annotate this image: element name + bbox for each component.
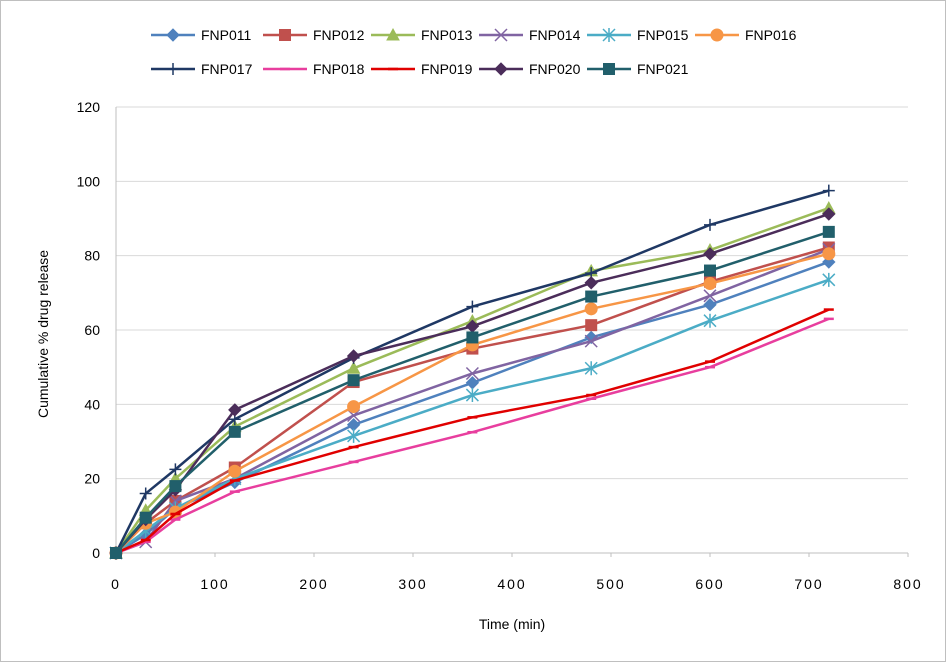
legend-label: FNP013 [421, 27, 473, 43]
x-tick-label: 800 [893, 576, 922, 592]
data-point-square [347, 374, 360, 387]
x-tick-label: 400 [497, 576, 526, 592]
x-axis-title: Time (min) [479, 616, 545, 632]
data-point-star [602, 28, 616, 42]
data-point-square [585, 319, 598, 332]
data-point-diamond [584, 276, 598, 290]
data-point-diamond [166, 28, 180, 42]
data-point-star [703, 313, 717, 328]
y-tick-label: 80 [84, 248, 100, 264]
data-point-diamond [822, 255, 836, 269]
data-point-square [603, 63, 615, 75]
data-point-square [110, 547, 122, 559]
data-point-square [585, 290, 598, 303]
series-fnp021 [110, 225, 835, 559]
data-point-plus [169, 463, 182, 476]
data-point-diamond [494, 62, 508, 76]
data-point-diamond [703, 247, 717, 261]
data-point-square [169, 480, 182, 493]
legend-item-fnp016: FNP016 [695, 27, 797, 43]
legend-label: FNP015 [637, 27, 689, 43]
data-point-plus [466, 300, 479, 313]
legend-label: FNP017 [201, 61, 253, 77]
legend-label: FNP018 [313, 61, 365, 77]
y-tick-label: 20 [84, 471, 100, 487]
data-point-plus [167, 63, 179, 75]
legend-item-fnp015: FNP015 [587, 27, 689, 43]
data-point-circle [822, 247, 836, 261]
series-line [115, 252, 830, 554]
data-point-square [139, 511, 152, 524]
series-fnp016 [109, 247, 836, 560]
data-point-circle [584, 302, 598, 316]
data-point-diamond [346, 349, 361, 363]
y-tick-label: 100 [77, 173, 101, 189]
data-point-plus [704, 218, 716, 231]
legend-item-fnp020: FNP020 [479, 61, 581, 77]
data-point-x [465, 366, 479, 381]
data-point-triangle [386, 27, 400, 41]
series-fnp019 [111, 308, 834, 555]
legend-label: FNP011 [201, 27, 252, 43]
y-tick-label: 60 [84, 322, 100, 338]
x-tick-label: 0 [111, 576, 121, 592]
data-point-x [584, 334, 598, 348]
y-tick-label: 120 [77, 99, 101, 115]
legend-item-fnp012: FNP012 [263, 27, 365, 43]
x-tick-label: 700 [794, 576, 823, 592]
legend-label: FNP021 [637, 61, 689, 77]
data-point-diamond [703, 298, 717, 312]
data-point-diamond [228, 403, 242, 417]
data-point-square [704, 264, 716, 277]
data-point-star [584, 361, 598, 376]
series-group [109, 184, 836, 560]
legend-label: FNP020 [529, 61, 581, 77]
data-point-diamond [822, 207, 836, 221]
data-point-x [494, 28, 508, 42]
legend-item-fnp021: FNP021 [587, 61, 689, 77]
data-point-star [347, 428, 361, 443]
data-point-circle [703, 277, 717, 291]
legend-label: FNP012 [313, 27, 365, 43]
y-tick-label: 40 [84, 396, 100, 412]
data-point-star [822, 272, 836, 287]
legend-item-fnp014: FNP014 [479, 27, 581, 43]
y-tick-label: 0 [92, 545, 100, 561]
x-tick-label: 100 [200, 576, 229, 592]
x-tick-label: 300 [398, 576, 427, 592]
data-point-square [466, 331, 479, 344]
axes: 0 20 40 60 80 100 120 0 100 200 300 400 500 600 700 800 [77, 99, 922, 592]
y-axis-title: Cumulative % drug release [35, 250, 51, 418]
data-point-x [703, 289, 717, 303]
data-point-plus [139, 487, 152, 500]
data-point-star [465, 388, 479, 403]
legend-item-fnp017: FNP017 [151, 61, 253, 77]
series-fnp017 [110, 184, 835, 559]
legend-item-fnp013: FNP013 [371, 27, 473, 43]
legend-label: FNP014 [529, 27, 581, 43]
x-tick-label: 500 [596, 576, 625, 592]
legend-label: FNP016 [745, 27, 797, 43]
legend-item-fnp018: FNP018 [263, 61, 365, 77]
data-point-circle [228, 464, 242, 478]
data-point-circle [710, 28, 724, 42]
data-point-square [279, 29, 291, 41]
data-point-circle [347, 400, 361, 414]
legend-label: FNP019 [421, 61, 473, 77]
legend: FNP011 FNP012 FNP013 FNP014 FNP015 FNP016 FNP0… [151, 27, 797, 77]
data-point-triangle [346, 361, 361, 374]
data-point-square [228, 425, 241, 438]
legend-item-fnp019: FNP019 [371, 61, 473, 77]
data-point-plus [822, 184, 835, 197]
legend-item-fnp011: FNP011 [151, 27, 252, 43]
data-point-square [822, 225, 835, 238]
x-tick-label: 200 [299, 576, 328, 592]
x-tick-label: 600 [695, 576, 724, 592]
